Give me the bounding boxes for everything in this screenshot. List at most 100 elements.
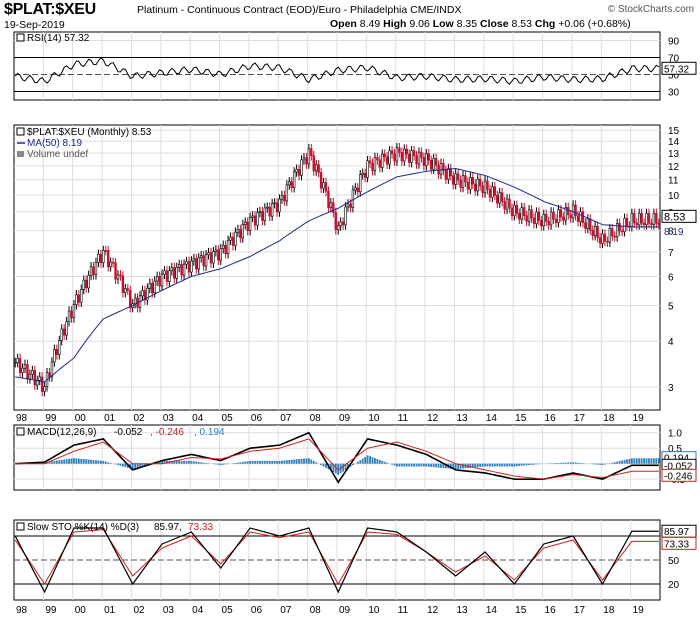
macd-histogram-bar bbox=[440, 463, 442, 468]
price-candle-body bbox=[89, 266, 93, 276]
sto-k-line bbox=[14, 527, 659, 594]
macd-histogram-bar bbox=[535, 463, 538, 465]
sto-tick-label: 20 bbox=[668, 580, 680, 591]
macd-histogram-bar bbox=[347, 463, 349, 469]
price-candle-body bbox=[177, 264, 181, 268]
price-candle-body bbox=[378, 159, 382, 168]
x-axis-year-label: 15 bbox=[515, 413, 527, 424]
price-candle-body bbox=[593, 225, 597, 236]
price-candle-body bbox=[459, 179, 462, 188]
chart-header: $PLAT:$XEU Platinum - Continuous Contrac… bbox=[4, 0, 696, 31]
macd-histogram-bar bbox=[635, 458, 638, 464]
price-candle-body bbox=[310, 148, 313, 157]
price-candle-body bbox=[292, 171, 296, 188]
rsi-legend: RSI(14) 57.32 bbox=[27, 33, 90, 44]
macd-histogram-bar bbox=[459, 463, 462, 469]
macd-histogram-bar bbox=[422, 463, 425, 467]
quote-date: 19-Sep-2019 bbox=[4, 19, 65, 31]
macd-histogram-bar bbox=[259, 460, 261, 464]
sto-legend-prefix: Slow STO %K(14) %D(3) bbox=[27, 522, 139, 533]
close-value: 8.53 bbox=[511, 18, 532, 30]
macd-histogram-bar bbox=[90, 459, 92, 464]
price-candle-body bbox=[652, 213, 656, 225]
macd-histogram-bar bbox=[144, 463, 146, 466]
macd-histogram-bar bbox=[454, 463, 457, 470]
macd-histogram-bar bbox=[170, 460, 173, 464]
price-candle-body bbox=[400, 152, 404, 162]
price-candle-body bbox=[611, 228, 614, 237]
price-candle-body bbox=[21, 367, 24, 374]
price-candle-body bbox=[638, 213, 641, 226]
macd-legend-signal: , -0.246 bbox=[150, 427, 184, 438]
price-candle-body bbox=[461, 175, 465, 188]
macd-histogram-bar bbox=[51, 461, 53, 464]
low-label: Low bbox=[432, 18, 454, 30]
price-candle-body bbox=[530, 209, 533, 219]
macd-histogram-bar bbox=[371, 457, 374, 464]
macd-histogram-bar bbox=[70, 458, 73, 464]
price-candle-body bbox=[425, 153, 428, 166]
macd-signal-value-tag: -0.246 bbox=[664, 471, 693, 482]
x-axis-year-label: 03 bbox=[163, 413, 175, 424]
price-candle-body bbox=[173, 267, 176, 279]
price-candle-body bbox=[537, 211, 541, 221]
price-candle-body bbox=[92, 266, 95, 276]
price-candle-body bbox=[603, 233, 607, 242]
x-axis-year-label: 12 bbox=[427, 605, 439, 616]
price-candle-body bbox=[366, 160, 369, 178]
rsi-tick-label: 90 bbox=[668, 37, 680, 48]
macd-histogram-bar bbox=[415, 463, 418, 467]
price-tick-label: 10 bbox=[668, 191, 680, 202]
price-tick-label: 13 bbox=[668, 149, 680, 160]
macd-histogram-bar bbox=[481, 463, 484, 467]
price-candle-body bbox=[657, 223, 660, 225]
price-candle-body bbox=[77, 294, 81, 303]
price-candle-body bbox=[503, 201, 506, 210]
price-candle-body bbox=[547, 221, 550, 226]
price-candle-body bbox=[285, 184, 289, 202]
macd-histogram-bar bbox=[256, 460, 259, 464]
price-candle-body bbox=[496, 195, 499, 204]
price-candle-body bbox=[420, 151, 423, 158]
macd-histogram-bar bbox=[361, 458, 364, 464]
price-candle-body bbox=[70, 310, 73, 319]
macd-histogram-bar bbox=[200, 462, 203, 464]
macd-histogram-bar bbox=[68, 458, 70, 464]
macd-histogram-bar bbox=[156, 462, 159, 464]
open-value: 8.49 bbox=[359, 18, 381, 30]
price-candle-body bbox=[606, 240, 609, 243]
macd-histogram-bar bbox=[432, 463, 435, 468]
price-candles bbox=[14, 142, 660, 397]
price-candle-body bbox=[129, 289, 132, 308]
price-candle-body bbox=[329, 202, 333, 208]
price-candle-body bbox=[165, 270, 169, 282]
macd-histogram-bar bbox=[369, 456, 371, 464]
macd-histogram-bar bbox=[444, 463, 447, 469]
price-candle-body bbox=[155, 276, 159, 282]
ma-last-value-tag: 8.19 bbox=[664, 227, 684, 238]
macd-histogram-bar bbox=[474, 463, 477, 468]
macd-histogram-bar bbox=[109, 462, 112, 464]
x-axis-year-label: 10 bbox=[368, 413, 380, 424]
price-tick-label: 8 bbox=[668, 227, 674, 238]
price-candle-body bbox=[601, 233, 604, 244]
macd-histogram-bar bbox=[312, 460, 315, 464]
macd-histogram-bar bbox=[73, 458, 75, 464]
price-candle-body bbox=[434, 158, 438, 166]
price-candle-body bbox=[322, 182, 325, 189]
x-axis-year-label: 02 bbox=[133, 413, 145, 424]
price-candle-body bbox=[381, 153, 384, 168]
rsi-last-value-tag: 57.32 bbox=[664, 64, 689, 75]
price-candle-body bbox=[591, 229, 594, 236]
macd-signal-value-tag-box bbox=[661, 468, 697, 482]
price-candle-body bbox=[456, 173, 460, 181]
price-candle-body bbox=[385, 156, 389, 165]
sto-k-value-tag: 85.97 bbox=[664, 527, 689, 538]
x-axis-year-label: 03 bbox=[163, 605, 175, 616]
macd-histogram-bar bbox=[163, 460, 166, 464]
x-axis-year-label: 04 bbox=[192, 413, 204, 424]
price-candle-body bbox=[615, 223, 619, 238]
price-legend-volume: Volume undef bbox=[27, 149, 88, 160]
price-candle-body bbox=[38, 376, 41, 381]
